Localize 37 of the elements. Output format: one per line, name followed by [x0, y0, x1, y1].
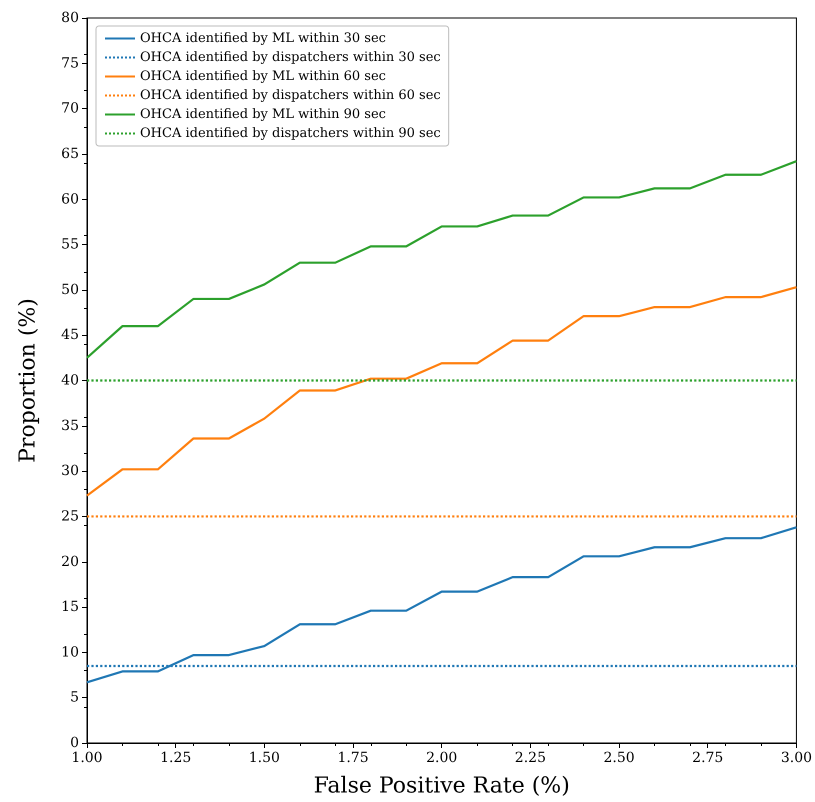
line-series — [86, 160, 798, 359]
legend-label: OHCA identified by ML within 60 sec — [140, 69, 386, 84]
y-axis-title: Proportion (%) — [16, 298, 40, 463]
y-tick-label: 75 — [61, 55, 79, 72]
y-tick-label: 0 — [70, 735, 79, 751]
x-axis-title: False Positive Rate (%) — [314, 774, 570, 798]
x-tick-label: 1.75 — [337, 750, 369, 766]
x-tick-label: 1.50 — [248, 750, 280, 766]
legend-label: OHCA identified by dispatchers within 30 sec — [140, 50, 441, 65]
y-tick-label: 60 — [61, 191, 79, 208]
y-tick-label: 20 — [61, 554, 79, 570]
line-series — [86, 286, 798, 497]
x-tick-label: 2.00 — [426, 750, 458, 766]
y-tick-label: 45 — [61, 327, 79, 344]
y-tick-label: 15 — [61, 599, 79, 616]
legend-label: OHCA identified by ML within 30 sec — [140, 31, 386, 46]
y-tick-label: 40 — [61, 372, 79, 388]
x-tick-label: 3.00 — [780, 750, 812, 766]
y-tick-label: 50 — [61, 282, 79, 298]
y-tick-label: 70 — [61, 100, 79, 117]
y-tick-label: 55 — [61, 236, 79, 253]
y-tick-label: 65 — [61, 146, 79, 162]
x-tick-label: 2.50 — [603, 750, 635, 766]
y-tick-label: 80 — [61, 10, 79, 26]
legend-label: OHCA identified by ML within 90 sec — [140, 107, 386, 122]
y-tick-label: 25 — [61, 508, 79, 524]
x-tick-label: 2.75 — [692, 750, 724, 766]
y-tick-label: 5 — [70, 690, 79, 706]
x-tick-label: 2.25 — [514, 750, 546, 766]
y-tick-label: 30 — [61, 463, 79, 480]
legend-label: OHCA identified by dispatchers within 60 sec — [140, 88, 441, 103]
legend-label: OHCA identified by dispatchers within 90 sec — [140, 126, 441, 141]
x-tick-label: 1.00 — [71, 750, 103, 766]
x-tick-label: 1.25 — [160, 750, 192, 766]
y-tick-label: 10 — [61, 644, 79, 660]
y-tick-label: 35 — [61, 418, 79, 434]
line-series — [86, 526, 798, 684]
